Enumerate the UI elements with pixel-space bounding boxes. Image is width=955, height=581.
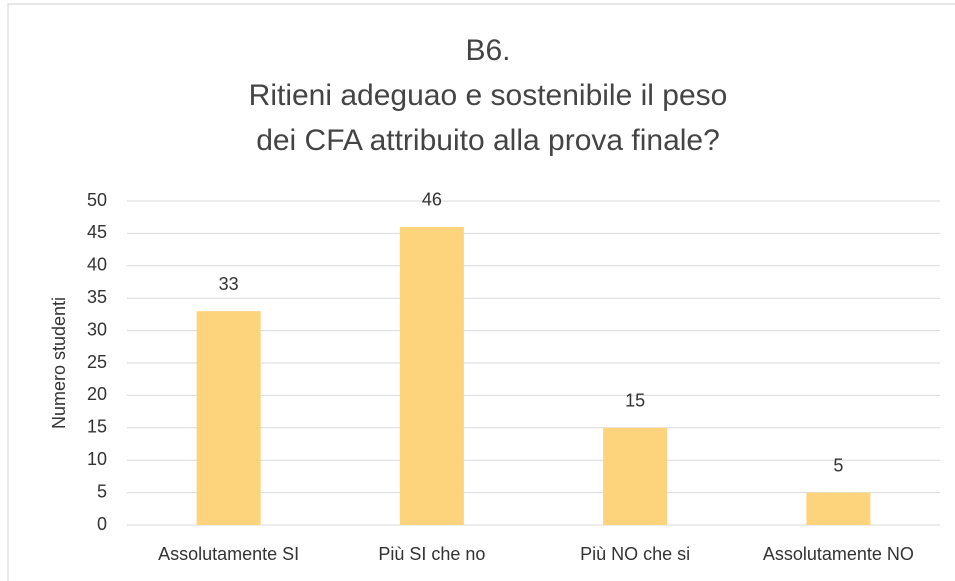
y-tick-label: 50 bbox=[87, 190, 107, 210]
y-tick-label: 5 bbox=[97, 481, 107, 501]
x-tick-label: Più SI che no bbox=[378, 544, 485, 564]
chart-title: B6. bbox=[465, 34, 510, 67]
y-tick-label: 40 bbox=[87, 255, 107, 275]
y-tick-label: 35 bbox=[87, 287, 107, 307]
bar bbox=[399, 226, 464, 526]
y-axis-label: Numero studenti bbox=[49, 297, 69, 429]
y-tick-label: 45 bbox=[87, 222, 107, 242]
chart-title: dei CFA attribuito alla prova finale? bbox=[256, 124, 720, 157]
data-label: 5 bbox=[833, 455, 843, 475]
bar bbox=[196, 311, 261, 525]
y-tick-label: 0 bbox=[97, 514, 107, 534]
x-tick-label: Più NO che si bbox=[580, 544, 690, 564]
bar bbox=[603, 427, 668, 525]
chart-title: Ritieni adeguao e sostenibile il peso bbox=[249, 79, 728, 112]
data-label: 15 bbox=[625, 391, 645, 411]
chart-frame bbox=[7, 3, 955, 581]
bar bbox=[806, 492, 871, 525]
y-tick-label: 30 bbox=[87, 319, 107, 339]
y-tick-label: 25 bbox=[87, 352, 107, 372]
y-tick-label: 10 bbox=[87, 449, 107, 469]
y-tick-label: 20 bbox=[87, 384, 107, 404]
y-tick-label: 15 bbox=[87, 417, 107, 437]
data-label: 46 bbox=[422, 190, 442, 210]
data-label: 33 bbox=[219, 274, 239, 294]
x-tick-label: Assolutamente SI bbox=[158, 544, 299, 564]
x-tick-label: Assolutamente NO bbox=[763, 544, 914, 564]
